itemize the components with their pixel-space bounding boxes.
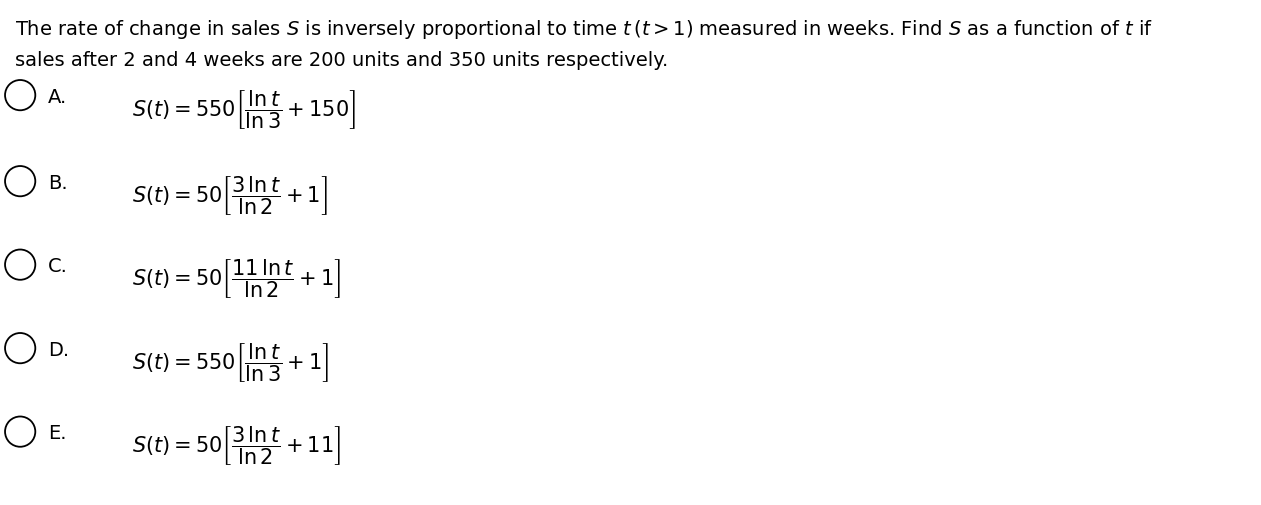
Text: The rate of change in sales $S$ is inversely proportional to time $t\,(t>1)$ mea: The rate of change in sales $S$ is inver… — [15, 18, 1153, 40]
Text: $S(t) = 50\left[\dfrac{11\,\ln t}{\ln 2}+1\right]$: $S(t) = 50\left[\dfrac{11\,\ln t}{\ln 2}… — [132, 257, 342, 299]
Text: E.: E. — [48, 423, 67, 442]
Text: D.: D. — [48, 340, 69, 359]
Text: $S(t) = 550\left[\dfrac{\ln t}{\ln 3}+150\right]$: $S(t) = 550\left[\dfrac{\ln t}{\ln 3}+15… — [132, 87, 357, 130]
Text: $S(t) = 550\left[\dfrac{\ln t}{\ln 3}+1\right]$: $S(t) = 550\left[\dfrac{\ln t}{\ln 3}+1\… — [132, 340, 330, 383]
Text: sales after 2 and 4 weeks are 200 units and 350 units respectively.: sales after 2 and 4 weeks are 200 units … — [15, 50, 668, 70]
Text: A.: A. — [48, 87, 67, 107]
Text: C.: C. — [48, 257, 68, 276]
Text: B.: B. — [48, 173, 68, 192]
Text: $S(t) = 50\left[\dfrac{3\,\ln t}{\ln 2}+11\right]$: $S(t) = 50\left[\dfrac{3\,\ln t}{\ln 2}+… — [132, 423, 342, 466]
Text: $S(t) = 50\left[\dfrac{3\,\ln t}{\ln 2}+1\right]$: $S(t) = 50\left[\dfrac{3\,\ln t}{\ln 2}+… — [132, 173, 328, 216]
